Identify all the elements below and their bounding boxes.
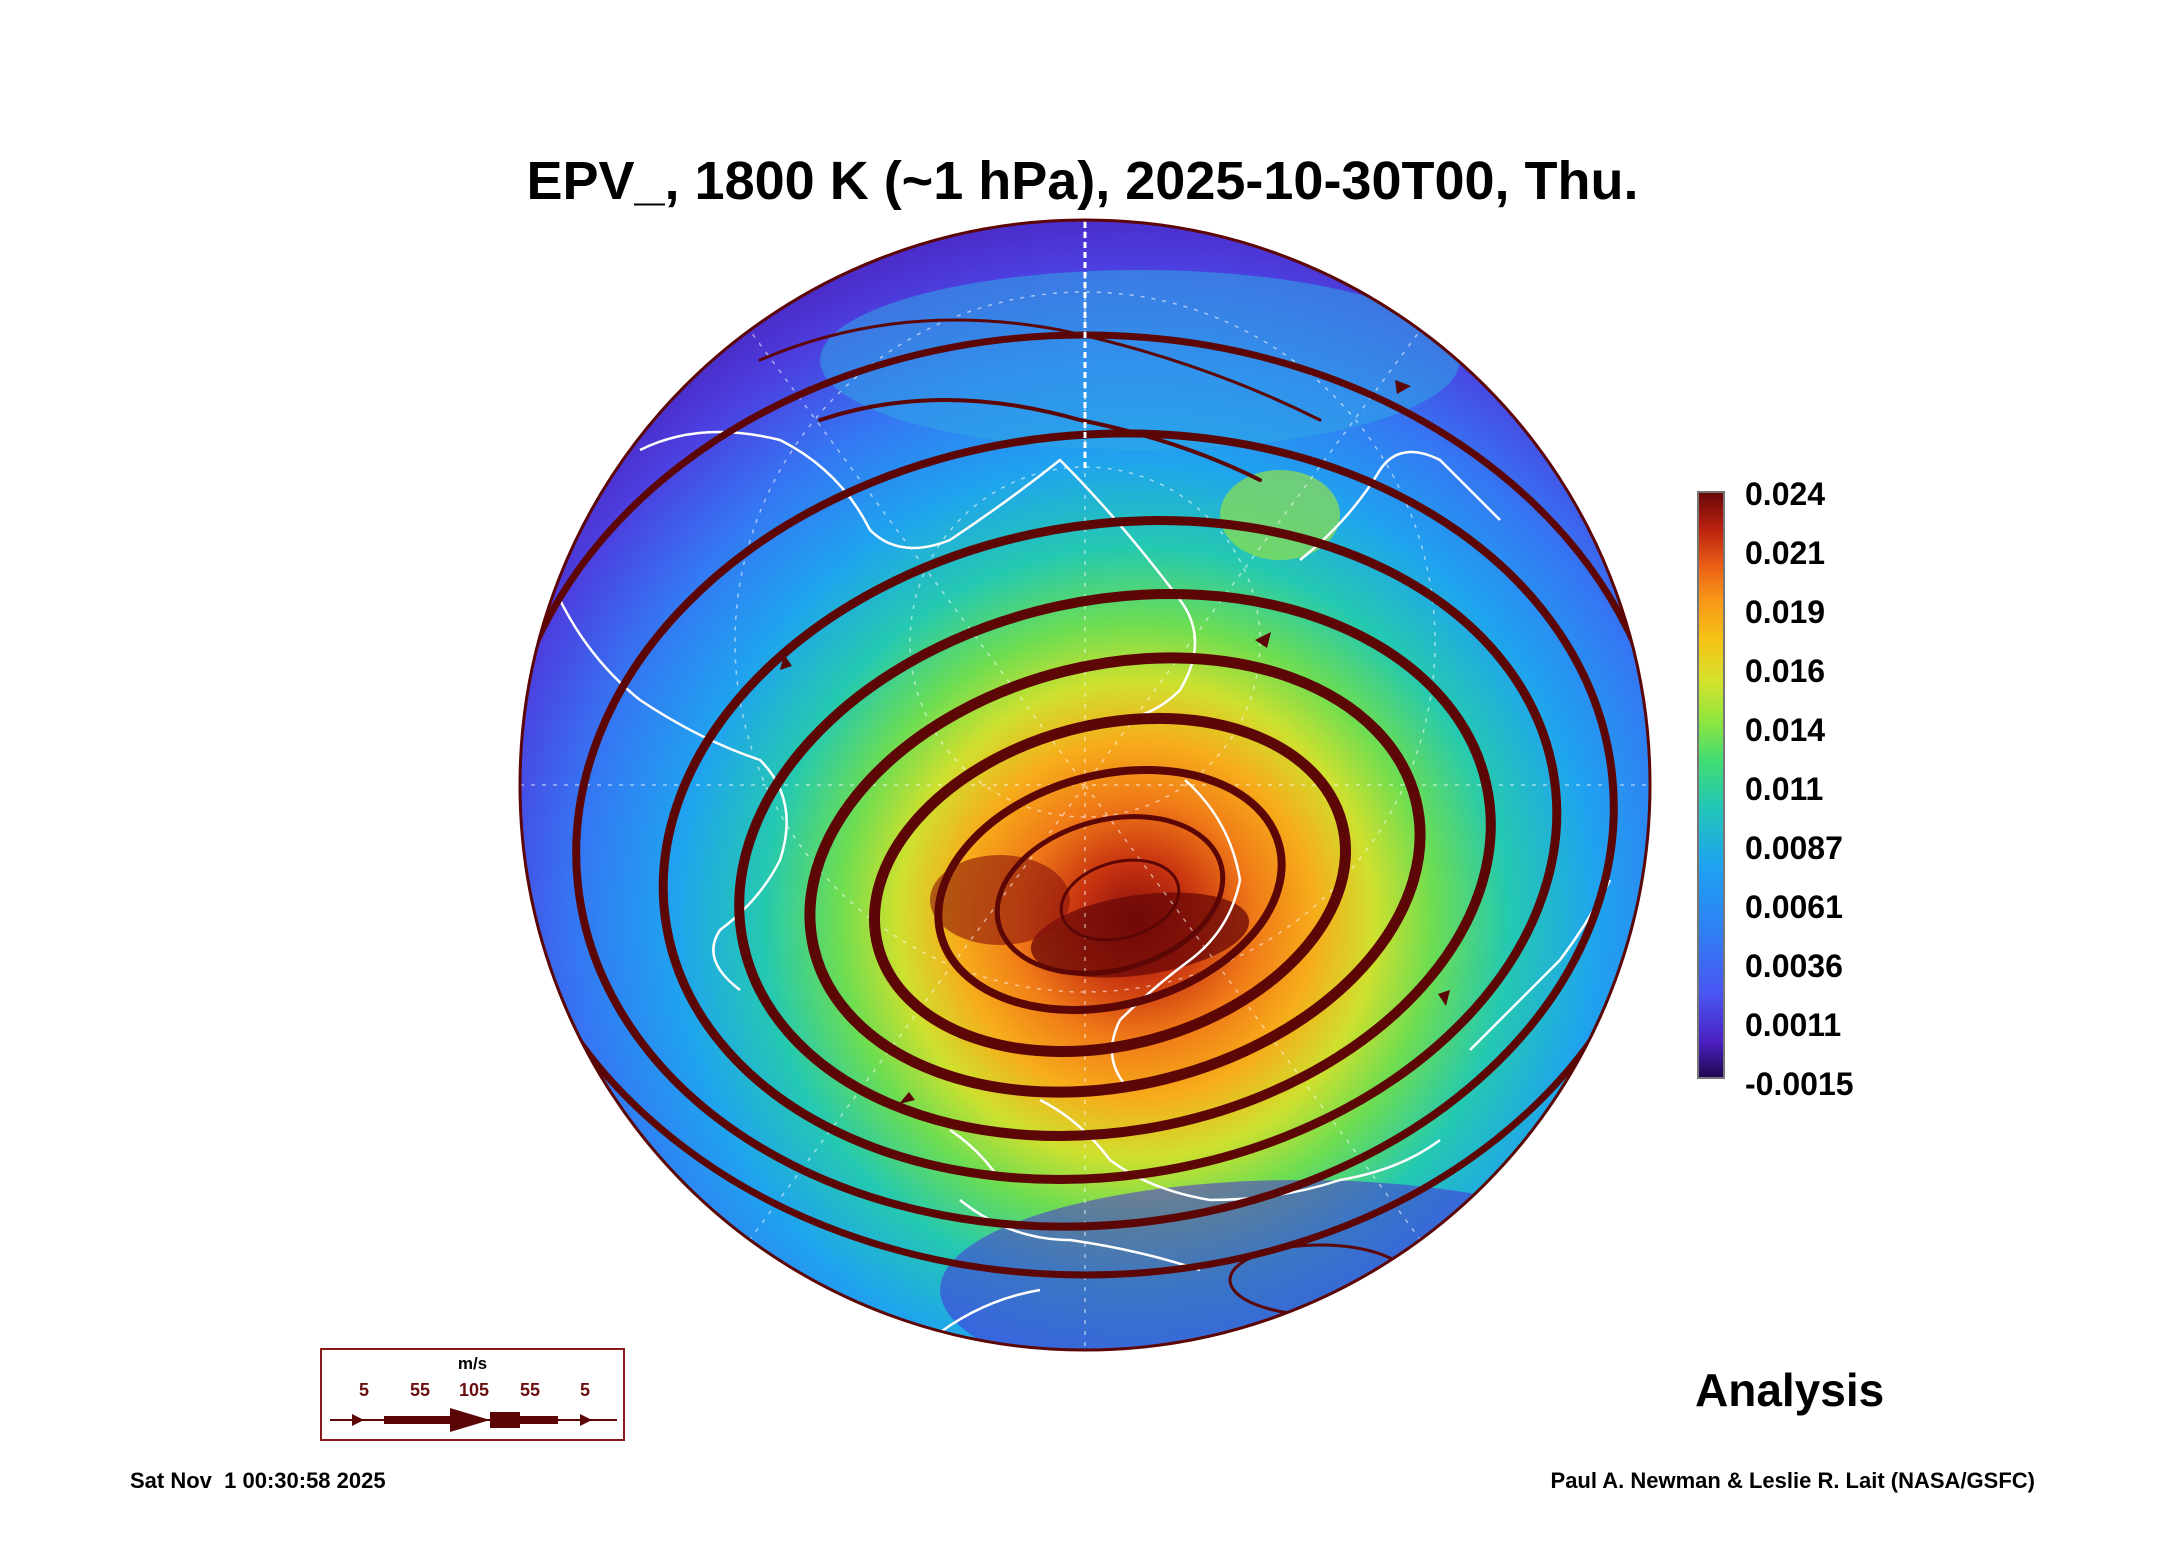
colorbar-tick: 0.0011 [1745, 1007, 1842, 1043]
colorbar-tick: 0.024 [1745, 476, 1826, 512]
colorbar-tick: 0.014 [1745, 712, 1826, 748]
colorbar-tick: -0.0015 [1745, 1066, 1854, 1102]
colorbar-tick: 0.011 [1745, 771, 1824, 807]
credit-line: Paul A. Newman & Leslie R. Lait (NASA/GS… [1550, 1468, 2035, 1493]
globe [520, 220, 1650, 1350]
colorbar-tick: 0.0087 [1745, 830, 1843, 866]
globe-outline [518, 218, 1652, 1352]
colorbar-tick: 0.016 [1745, 653, 1826, 689]
field-band [820, 270, 1460, 450]
colorbar-tick: 0.019 [1745, 594, 1826, 630]
analysis-label: Analysis [1695, 1364, 1885, 1416]
colorbar [1697, 491, 1725, 1079]
wind-legend-arrows [330, 1408, 617, 1432]
wind-legend-value: 55 [409, 1380, 431, 1400]
timestamp: Sat Nov 1 00:30:58 2025 [130, 1468, 386, 1493]
wind-legend-unit: m/s [457, 1354, 488, 1373]
colorbar-tick: 0.021 [1745, 535, 1826, 571]
wind-speed-legend: m/s 5 55 105 55 5 [320, 1348, 625, 1441]
wind-legend-value: 5 [358, 1380, 370, 1400]
field-band [940, 1180, 1650, 1350]
streamline-arrows [780, 380, 1450, 1104]
wind-legend-value: 55 [519, 1380, 541, 1400]
colorbar-tick: 0.0061 [1745, 889, 1843, 925]
colorbar-tick: 0.0036 [1745, 948, 1843, 984]
map-title: EPV_, 1800 K (~1 hPa), 2025-10-30T00, Th… [526, 151, 1639, 211]
wind-legend-value: 5 [579, 1380, 591, 1400]
wind-legend-value: 105 [458, 1380, 490, 1400]
